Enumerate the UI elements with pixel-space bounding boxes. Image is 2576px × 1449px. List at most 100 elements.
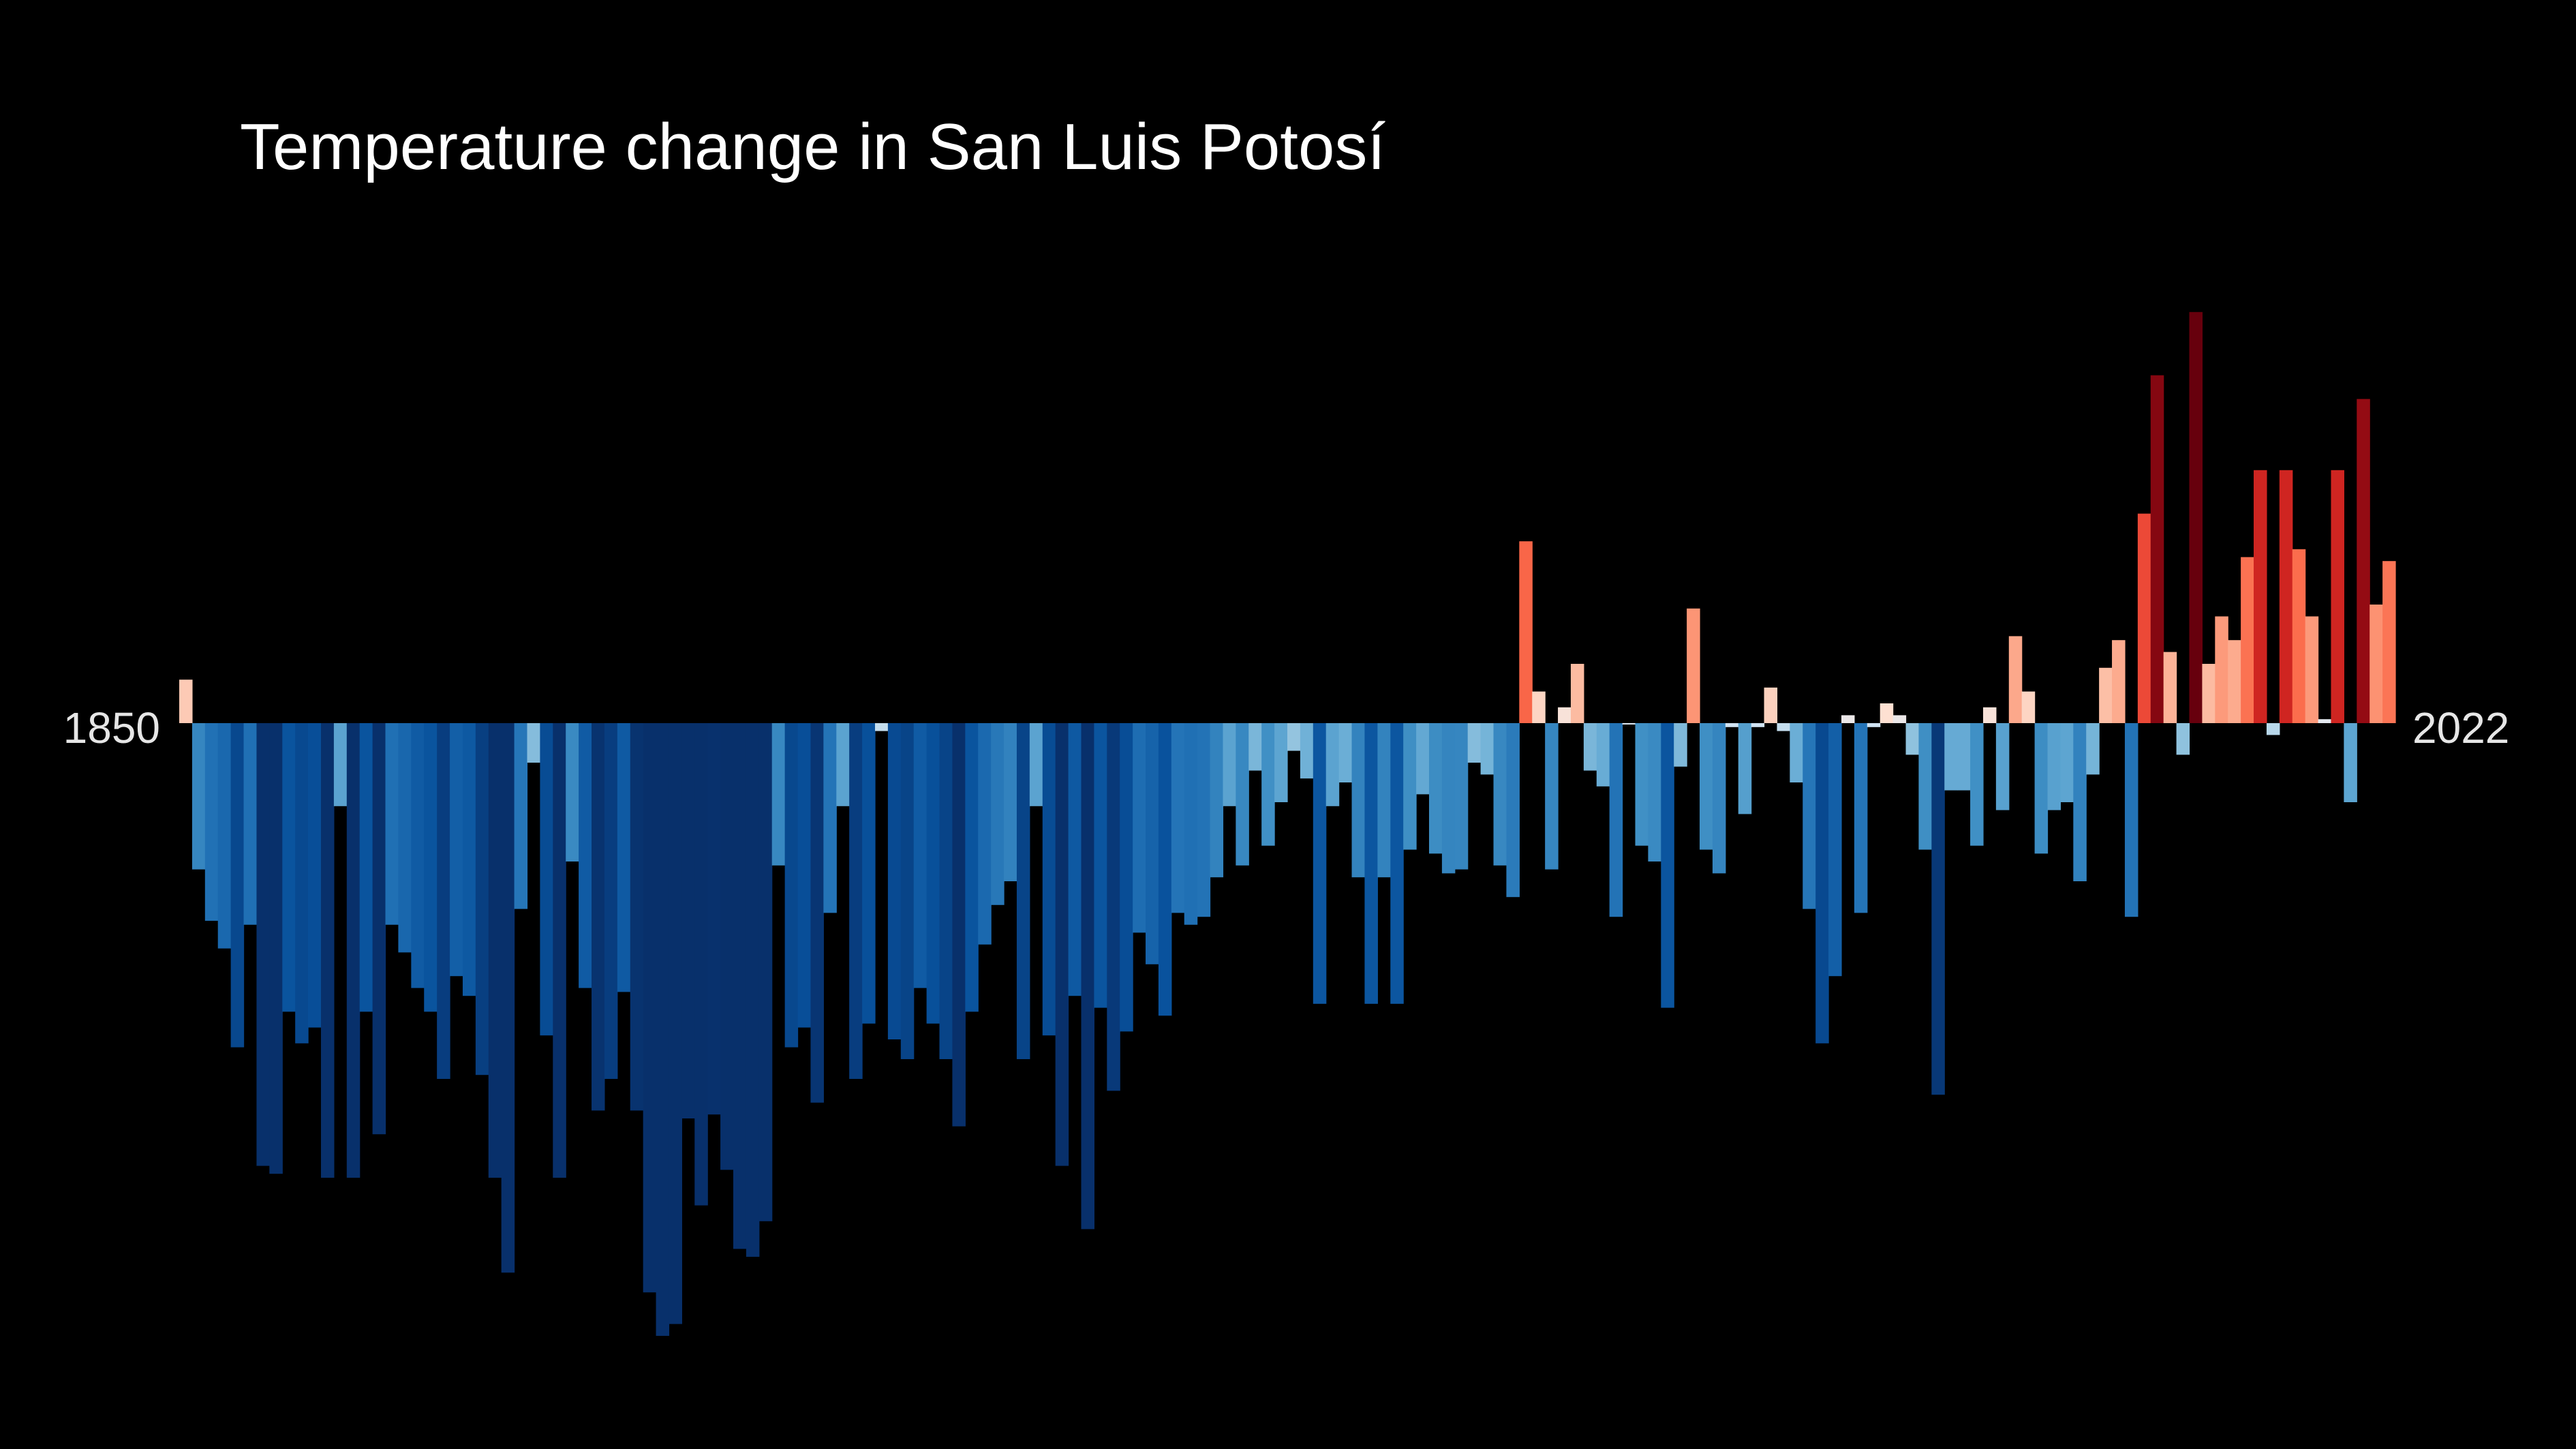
bar-1996 (2060, 723, 2074, 802)
bar-1957 (1558, 707, 1571, 723)
bar-1937 (1300, 723, 1314, 779)
bar-1964 (1648, 723, 1661, 861)
bar-1896 (771, 723, 786, 866)
bar-1986 (1931, 723, 1945, 1095)
bar-1895 (758, 723, 773, 1221)
bar-1880 (566, 723, 579, 861)
bar-1977 (1815, 723, 1829, 1043)
bars-group (179, 311, 2396, 1336)
bar-1981 (1867, 723, 1881, 727)
bar-1878 (540, 723, 553, 1036)
bar-1906 (900, 723, 915, 1059)
bar-1877 (527, 723, 540, 763)
bar-1908 (926, 723, 940, 1024)
bar-2014 (2292, 549, 2306, 723)
bar-1851 (191, 723, 206, 870)
bar-1890 (694, 723, 708, 1206)
bar-1943 (1377, 723, 1391, 878)
bar-1850 (179, 680, 193, 723)
bar-1914 (1004, 723, 1017, 881)
bar-1966 (1674, 723, 1687, 767)
bar-2020 (2370, 605, 2383, 723)
bar-1929 (1197, 723, 1211, 917)
bar-1963 (1635, 723, 1649, 846)
bar-1899 (810, 723, 824, 1103)
bar-1971 (1738, 723, 1752, 814)
bar-1955 (1532, 691, 1546, 723)
bar-1893 (733, 723, 747, 1249)
bar-1912 (978, 723, 992, 945)
bar-1867 (398, 723, 412, 953)
bar-1928 (1184, 723, 1198, 925)
bar-1870 (437, 723, 450, 1079)
bar-2011 (2254, 470, 2267, 723)
bar-1868 (411, 723, 425, 988)
bar-2021 (2382, 561, 2396, 723)
bar-1948 (1441, 723, 1456, 874)
bar-1958 (1570, 664, 1584, 723)
bar-1911 (965, 723, 979, 1012)
bar-1945 (1403, 723, 1417, 850)
bar-2019 (2357, 399, 2370, 723)
start-year-label: 1850 (63, 703, 160, 752)
bar-1946 (1416, 723, 1430, 795)
bar-1852 (204, 723, 219, 921)
bar-1869 (424, 723, 438, 1012)
bar-1853 (217, 723, 232, 949)
bar-1919 (1068, 723, 1082, 996)
bar-1873 (475, 723, 489, 1076)
bar-1982 (1880, 703, 1894, 723)
bar-1921 (1094, 723, 1107, 1008)
bar-2010 (2241, 557, 2254, 723)
bar-1988 (1957, 723, 1971, 791)
bar-1916 (1029, 723, 1043, 806)
bar-2017 (2331, 470, 2344, 723)
bar-1923 (1120, 723, 1133, 1032)
bar-2002 (2137, 513, 2151, 723)
end-year-label: 2022 (2412, 703, 2509, 752)
bar-1876 (514, 723, 528, 909)
bar-1995 (2047, 723, 2061, 810)
bar-1994 (2034, 723, 2049, 854)
bar-1885 (630, 723, 644, 1111)
bar-1974 (1777, 723, 1790, 731)
bar-1935 (1274, 723, 1288, 802)
bar-1913 (991, 723, 1005, 905)
bar-1940 (1338, 723, 1353, 782)
bar-2015 (2305, 616, 2319, 723)
bar-1924 (1133, 723, 1146, 933)
bar-1980 (1854, 723, 1868, 913)
bar-1991 (1995, 723, 2010, 810)
bar-1951 (1480, 723, 1494, 775)
bar-2009 (2228, 640, 2241, 723)
bar-2004 (2163, 652, 2177, 723)
bar-1909 (939, 723, 953, 1059)
bar-1866 (385, 723, 399, 925)
bar-1881 (579, 723, 592, 988)
bar-1941 (1351, 723, 1366, 878)
bar-1862 (333, 723, 348, 806)
bar-1952 (1493, 723, 1507, 866)
bar-1953 (1506, 723, 1520, 898)
bar-1978 (1828, 723, 1842, 977)
bar-1879 (553, 723, 566, 1178)
bar-1917 (1042, 723, 1056, 1036)
bar-1936 (1287, 723, 1301, 751)
bar-1970 (1725, 723, 1739, 727)
bar-1997 (2073, 723, 2087, 881)
bar-1864 (359, 723, 373, 1012)
bar-1944 (1390, 723, 1404, 1004)
bar-1992 (2008, 636, 2023, 723)
bar-1904 (874, 723, 889, 731)
bar-1932 (1236, 723, 1249, 866)
bar-1942 (1364, 723, 1378, 1004)
bar-1972 (1751, 723, 1765, 727)
bar-1999 (2099, 667, 2113, 723)
bar-2018 (2344, 723, 2357, 802)
bar-1907 (913, 723, 927, 988)
chart-title: Temperature change in San Luis Potosí (240, 110, 1385, 183)
bar-2000 (2112, 640, 2126, 723)
bar-1894 (746, 723, 760, 1257)
bar-1897 (784, 723, 799, 1048)
bar-2013 (2279, 470, 2293, 723)
